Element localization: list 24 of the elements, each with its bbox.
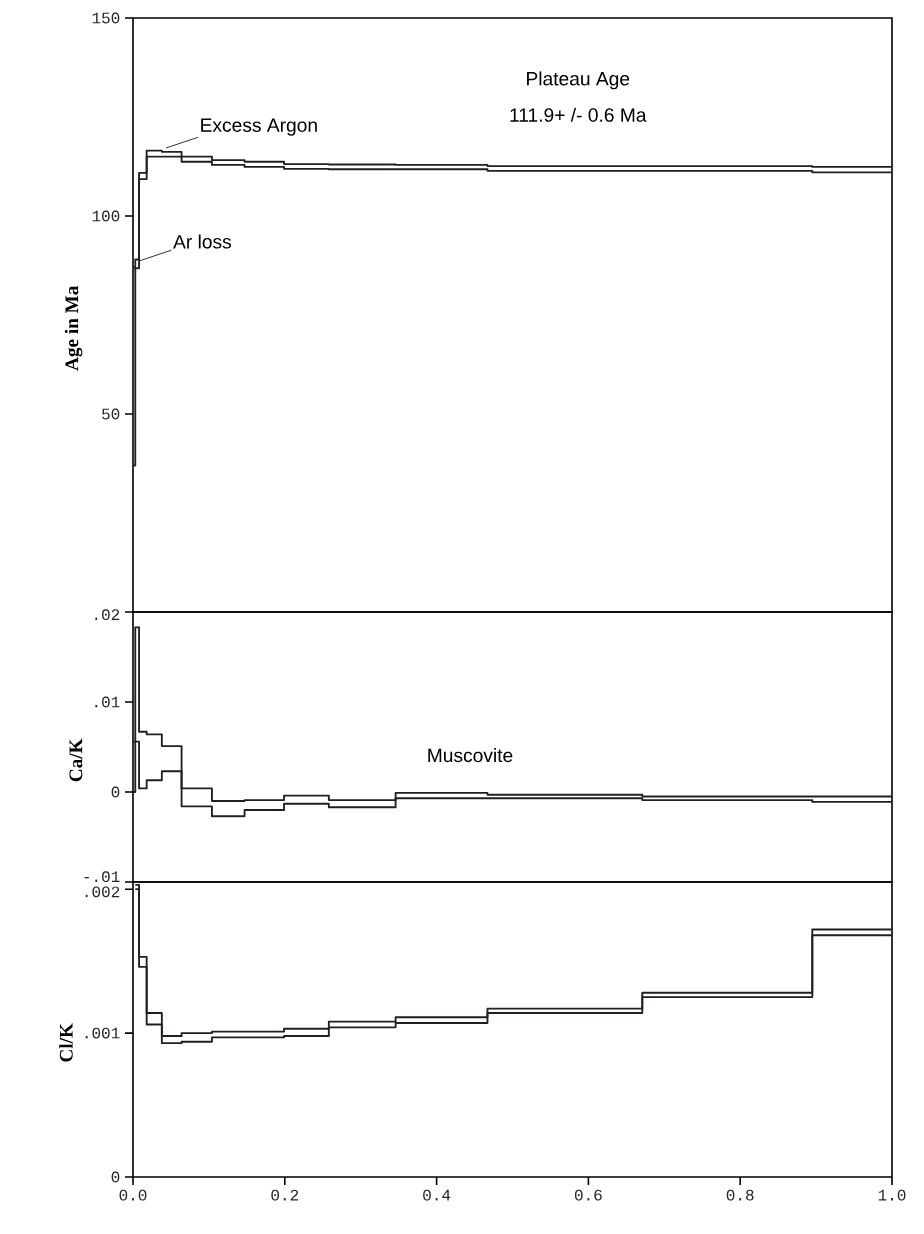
x-tick-label: 1.0 — [878, 1189, 906, 1201]
x-tick-label: 0.6 — [574, 1189, 602, 1201]
annotation: Excess Argon — [201, 118, 317, 136]
annotation: Ar loss — [173, 234, 232, 249]
y-axis-title: Cl/K — [59, 1023, 73, 1062]
y-tick-label: -.01 — [84, 871, 120, 883]
y-tick-label: .01 — [95, 696, 120, 708]
x-tick-label: 0.4 — [423, 1189, 451, 1201]
y-tick-label: 0 — [111, 1171, 120, 1183]
annotation: Muscovite — [428, 748, 513, 763]
y-axis-title: Age in Ma — [64, 285, 83, 371]
annotation: 111.9+ /- 0.6 Ma — [510, 107, 647, 122]
y-axis-title: Ca/K — [69, 738, 83, 782]
x-tick-label: 0.0 — [119, 1189, 147, 1201]
y-tick-label: .001 — [85, 1027, 120, 1039]
y-tick-label: 50 — [102, 408, 120, 420]
y-tick-label: .02 — [95, 609, 120, 621]
annotation: Plateau Age — [527, 71, 630, 90]
y-tick-label: 0 — [111, 786, 120, 798]
y-tick-label: 150 — [92, 12, 120, 24]
y-tick-label: 100 — [92, 210, 120, 222]
x-tick-label: 0.2 — [271, 1189, 299, 1201]
y-tick-label: .002 — [85, 886, 120, 898]
x-tick-label: 0.8 — [726, 1189, 754, 1201]
